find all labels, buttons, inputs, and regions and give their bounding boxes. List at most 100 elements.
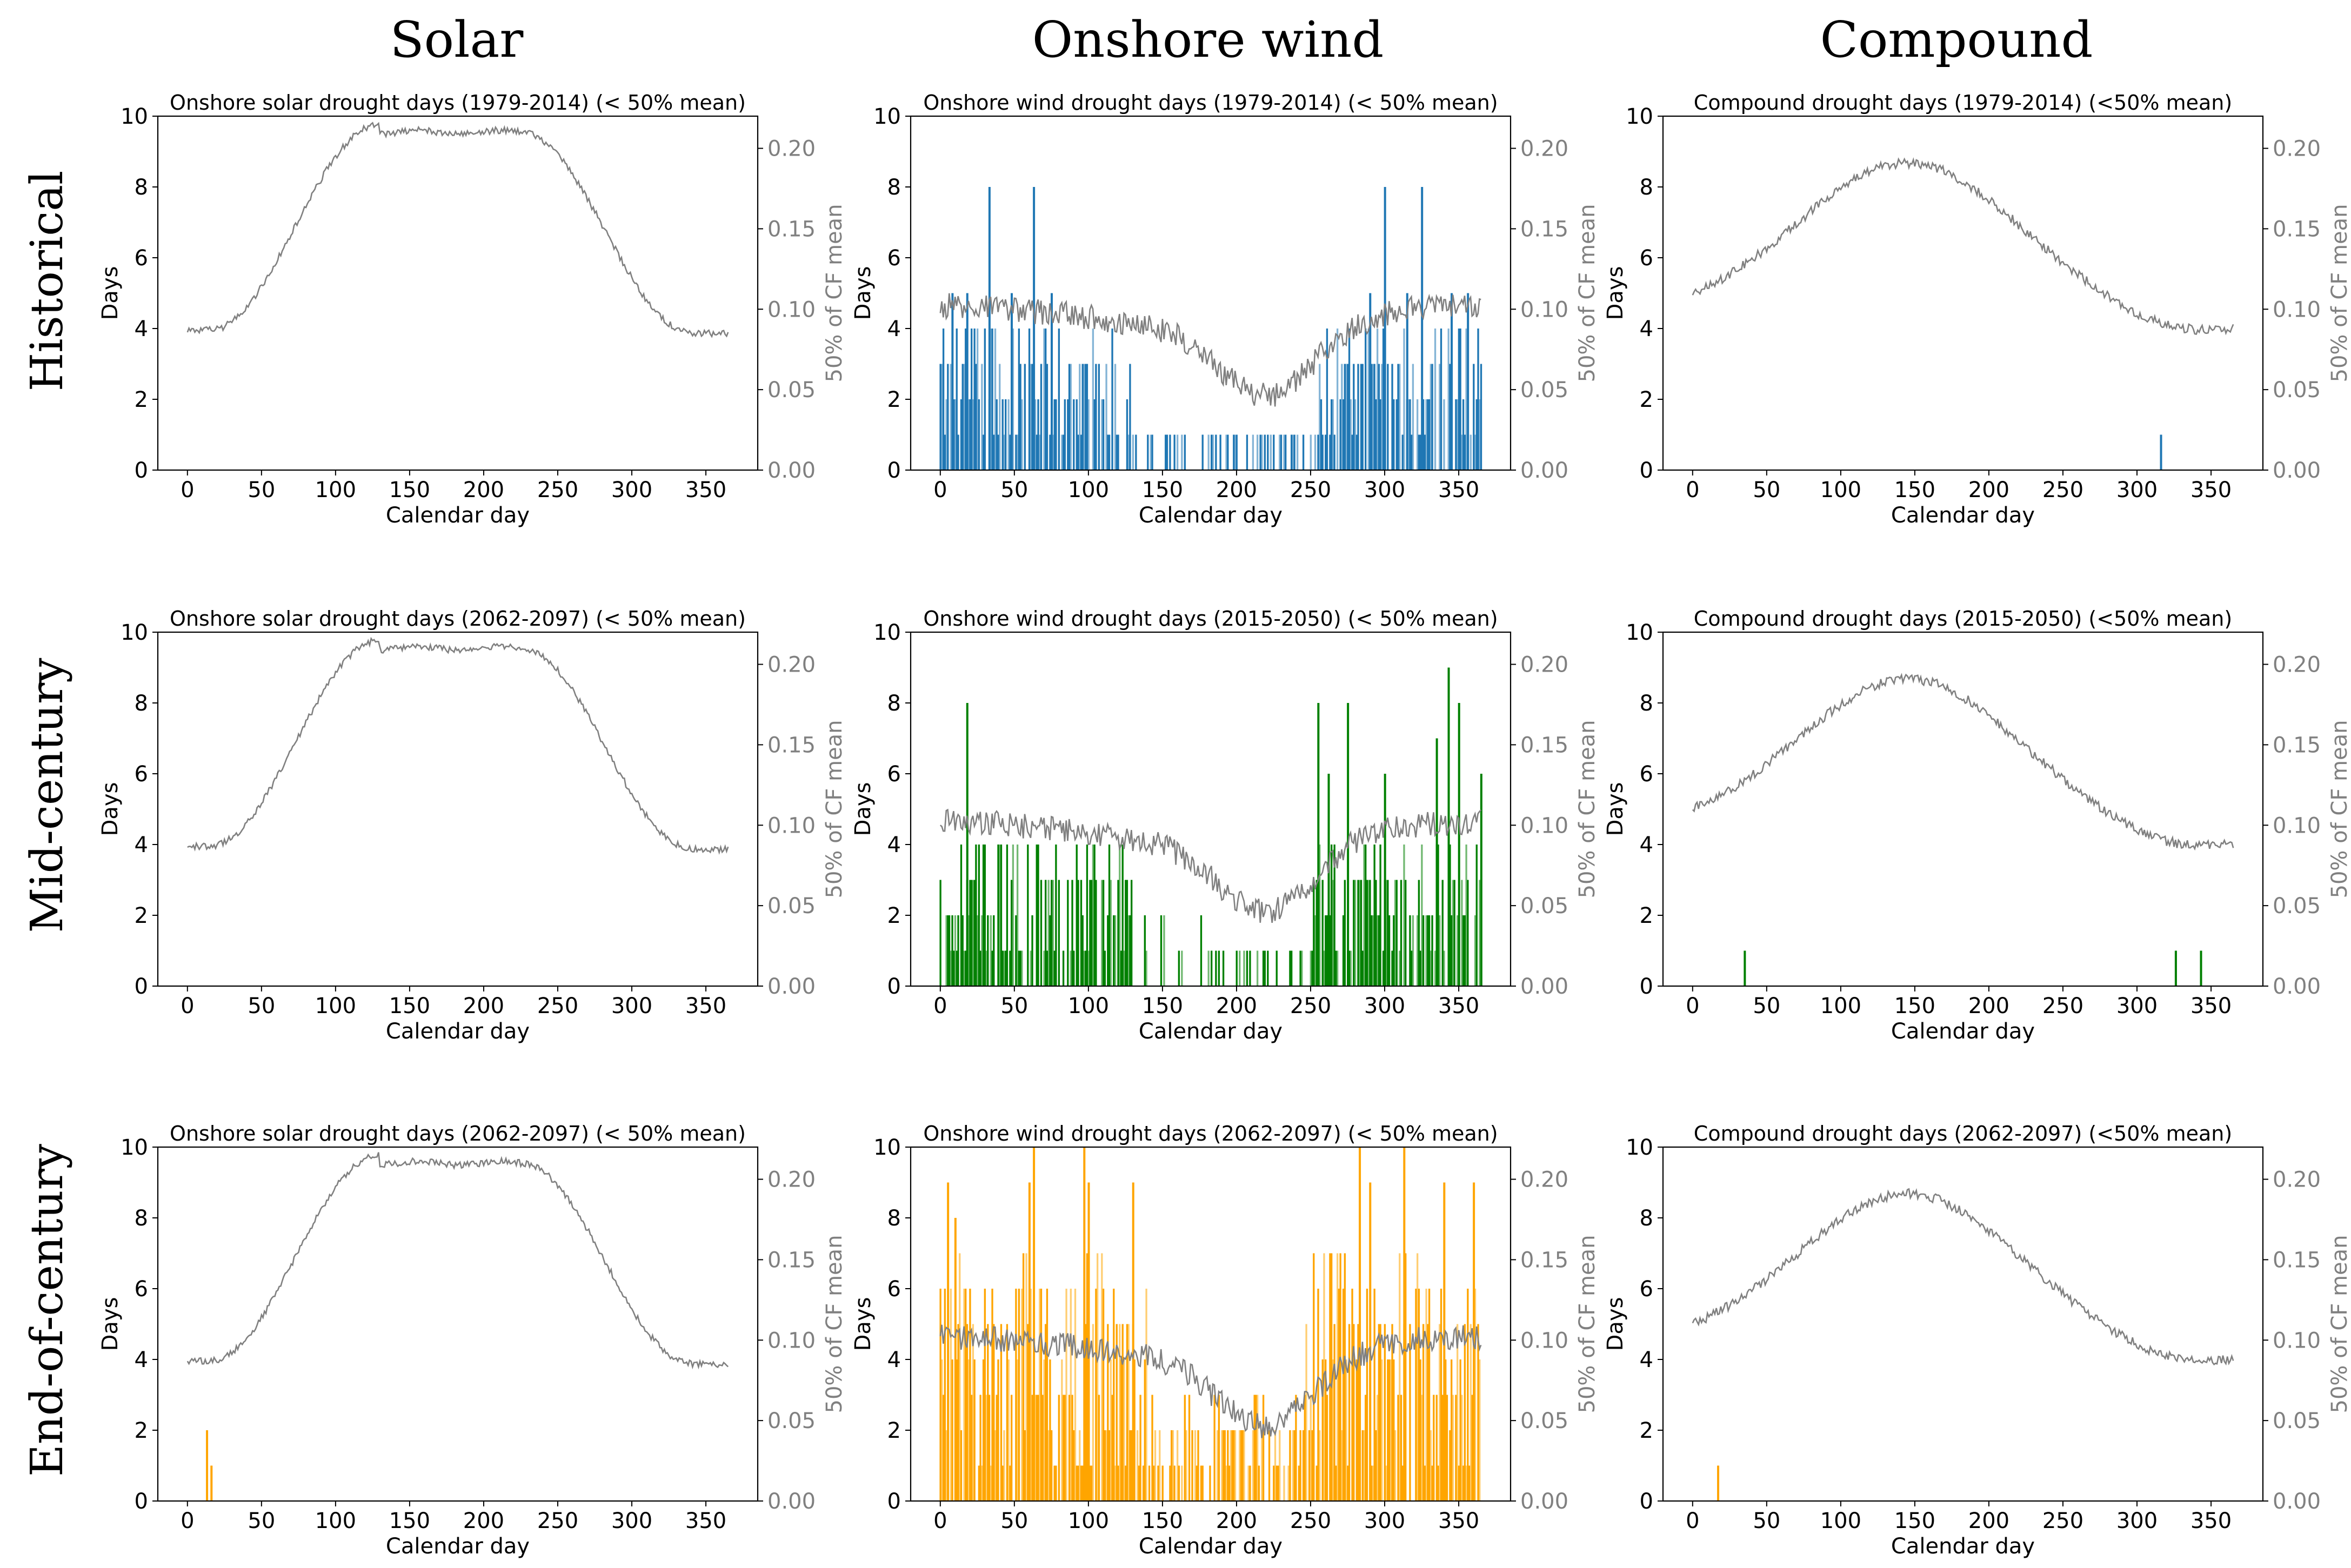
bar	[1200, 1465, 1203, 1501]
bar	[984, 329, 986, 470]
bar	[1440, 1289, 1442, 1501]
bar-series	[939, 329, 1482, 470]
y-tick-label: 10	[1626, 1135, 1653, 1160]
y-tick-label: 0	[887, 1489, 901, 1514]
bar	[1430, 1430, 1432, 1501]
bar	[1085, 950, 1087, 986]
bar	[1047, 880, 1050, 986]
bar	[1393, 1359, 1395, 1501]
x-tick-label: 200	[1968, 1509, 2009, 1533]
x-tick-label: 350	[685, 1509, 726, 1533]
bar	[1105, 364, 1107, 470]
bar	[1019, 950, 1021, 986]
panel-p22: Onshore wind drought days (2015-2050) (<…	[851, 607, 1600, 1044]
x-tick-label: 250	[2042, 1509, 2083, 1533]
bar	[1068, 1395, 1071, 1501]
x-tick-label: 300	[1364, 994, 1405, 1018]
x-tick-label: 100	[1068, 994, 1109, 1018]
bar	[1095, 364, 1097, 470]
bar	[1159, 1430, 1161, 1501]
panel-p21: Onshore solar drought days (2062-2097) (…	[98, 607, 847, 1044]
bar	[1357, 364, 1359, 470]
bar	[1052, 434, 1054, 470]
bar	[1233, 434, 1235, 470]
y-right-tick-label: 0.20	[1520, 1168, 1568, 1192]
bar	[1401, 1465, 1404, 1501]
bar	[1464, 915, 1466, 986]
bar	[1411, 434, 1413, 470]
bar	[1308, 1430, 1311, 1501]
bar	[987, 1324, 989, 1501]
y-tick-label: 0	[135, 974, 148, 999]
bar	[994, 1430, 997, 1501]
bar	[973, 329, 976, 470]
bar	[1055, 1465, 1057, 1501]
bar	[1467, 293, 1470, 470]
bar	[942, 1395, 945, 1501]
bar	[1259, 434, 1261, 470]
bar	[1087, 950, 1090, 986]
y-tick-label: 10	[873, 1135, 901, 1160]
mean-line	[186, 122, 729, 338]
bar	[959, 1253, 961, 1501]
bar	[1333, 434, 1335, 470]
x-tick-label: 300	[1364, 1509, 1405, 1533]
bar	[1119, 1324, 1121, 1501]
bar	[973, 880, 976, 986]
panel-title: Onshore wind drought days (2015-2050) (<…	[923, 607, 1498, 631]
bar	[1459, 329, 1461, 470]
y-tick-label: 6	[887, 762, 901, 787]
y-tick-label: 6	[1640, 1277, 1653, 1302]
bar	[1293, 1430, 1295, 1501]
x-tick-label: 350	[685, 994, 726, 1018]
bar	[1291, 434, 1293, 470]
bar	[1298, 1465, 1300, 1501]
bar	[1104, 950, 1106, 986]
y-right-tick-label: 0.10	[1520, 297, 1568, 322]
x-tick-label: 50	[1000, 1509, 1028, 1533]
y-tick-label: 8	[1640, 691, 1653, 716]
bar	[1011, 880, 1013, 986]
bar	[969, 880, 971, 986]
panel-title: Onshore solar drought days (1979-2014) (…	[170, 91, 746, 115]
bar	[1085, 1324, 1087, 1501]
bar	[1003, 1430, 1005, 1501]
bar	[1339, 399, 1341, 470]
panel-p23: Compound drought days (2015-2050) (<50% …	[1603, 607, 2351, 1044]
y-right-tick-label: 0.20	[1520, 137, 1568, 162]
y-tick-label: 8	[887, 1206, 901, 1231]
bar	[963, 1289, 965, 1501]
bar	[1171, 1430, 1173, 1501]
bar	[1033, 187, 1036, 470]
mean-line	[939, 1324, 1482, 1438]
bar	[1372, 915, 1374, 986]
bar	[1321, 1359, 1324, 1501]
bar	[1475, 399, 1478, 470]
bar	[1427, 915, 1429, 986]
bar	[982, 1359, 985, 1501]
bar	[1049, 434, 1051, 470]
bar	[1015, 434, 1017, 470]
bar	[1001, 950, 1004, 986]
bar	[1105, 1430, 1107, 1501]
bar	[1453, 880, 1455, 986]
bar	[1081, 915, 1084, 986]
bar	[1125, 880, 1127, 986]
bar	[1235, 434, 1238, 470]
bar	[1418, 434, 1420, 470]
y-tick-label: 10	[121, 104, 148, 129]
plot-frame	[910, 115, 1512, 471]
bar	[1080, 434, 1083, 470]
bar	[1231, 1430, 1233, 1501]
x-tick-label: 250	[1290, 1509, 1331, 1533]
y-right-tick-label: 0.10	[2273, 813, 2321, 838]
y-right-tick-label: 0.20	[2273, 137, 2321, 162]
x-axis-label: Calendar day	[1139, 1019, 1283, 1044]
bar	[965, 1289, 967, 1501]
bar	[1390, 1359, 1392, 1501]
bar	[1098, 1395, 1100, 1501]
panel-p33: Compound drought days (2062-2097) (<50% …	[1603, 1122, 2351, 1559]
y-right-axis-label: 50% of CF mean	[822, 720, 847, 899]
bar	[1348, 329, 1351, 470]
bar	[1467, 1289, 1469, 1501]
